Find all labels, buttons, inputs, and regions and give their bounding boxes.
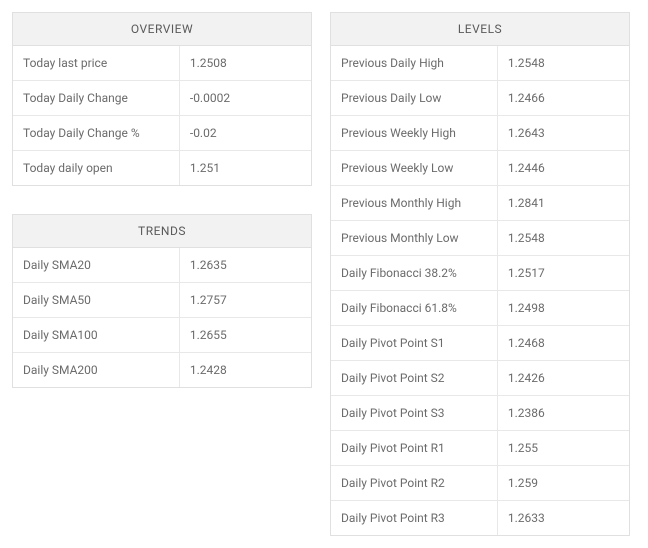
row-value: 1.2386 (498, 396, 629, 430)
row-label: Previous Weekly Low (331, 151, 498, 185)
row-label: Daily SMA50 (13, 283, 180, 317)
row-value: 1.2428 (180, 353, 311, 387)
row-value: 1.2643 (498, 116, 629, 150)
row-label: Daily Fibonacci 61.8% (331, 291, 498, 325)
table-row: Daily SMA50 1.2757 (13, 283, 311, 318)
table-row: Daily SMA200 1.2428 (13, 353, 311, 387)
row-value: 1.2841 (498, 186, 629, 220)
row-value: 1.251 (180, 151, 311, 185)
left-column: OVERVIEW Today last price 1.2508 Today D… (12, 12, 312, 388)
row-value: -0.0002 (180, 81, 311, 115)
row-label: Previous Weekly High (331, 116, 498, 150)
trends-title: TRENDS (13, 215, 311, 248)
row-label: Daily Pivot Point S3 (331, 396, 498, 430)
row-label: Previous Monthly High (331, 186, 498, 220)
row-value: 1.2548 (498, 221, 629, 255)
row-value: 1.2468 (498, 326, 629, 360)
right-column: LEVELS Previous Daily High 1.2548 Previo… (330, 12, 630, 536)
trends-panel: TRENDS Daily SMA20 1.2635 Daily SMA50 1.… (12, 214, 312, 388)
table-row: Today Daily Change % -0.02 (13, 116, 311, 151)
row-value: 1.259 (498, 466, 629, 500)
row-label: Daily Pivot Point R3 (331, 501, 498, 535)
row-label: Daily Fibonacci 38.2% (331, 256, 498, 290)
row-value: 1.2498 (498, 291, 629, 325)
row-label: Daily Pivot Point R1 (331, 431, 498, 465)
row-label: Daily Pivot Point S2 (331, 361, 498, 395)
row-label: Today Daily Change % (13, 116, 180, 150)
row-value: 1.2635 (180, 248, 311, 282)
row-label: Today last price (13, 46, 180, 80)
table-row: Daily Pivot Point R1 1.255 (331, 431, 629, 466)
table-row: Previous Weekly High 1.2643 (331, 116, 629, 151)
row-label: Daily SMA20 (13, 248, 180, 282)
row-value: 1.255 (498, 431, 629, 465)
table-row: Previous Monthly High 1.2841 (331, 186, 629, 221)
row-value: 1.2508 (180, 46, 311, 80)
row-label: Previous Daily High (331, 46, 498, 80)
row-label: Today daily open (13, 151, 180, 185)
table-row: Daily SMA100 1.2655 (13, 318, 311, 353)
row-value: 1.2426 (498, 361, 629, 395)
layout: OVERVIEW Today last price 1.2508 Today D… (12, 12, 636, 536)
row-value: 1.2757 (180, 283, 311, 317)
row-value: -0.02 (180, 116, 311, 150)
row-label: Daily SMA100 (13, 318, 180, 352)
table-row: Today last price 1.2508 (13, 46, 311, 81)
row-value: 1.2633 (498, 501, 629, 535)
table-row: Daily Fibonacci 38.2% 1.2517 (331, 256, 629, 291)
table-row: Daily SMA20 1.2635 (13, 248, 311, 283)
table-row: Previous Weekly Low 1.2446 (331, 151, 629, 186)
row-label: Daily Pivot Point R2 (331, 466, 498, 500)
table-row: Daily Pivot Point S1 1.2468 (331, 326, 629, 361)
table-row: Daily Pivot Point S2 1.2426 (331, 361, 629, 396)
table-row: Daily Pivot Point R2 1.259 (331, 466, 629, 501)
table-row: Daily Pivot Point R3 1.2633 (331, 501, 629, 535)
table-row: Previous Daily Low 1.2466 (331, 81, 629, 116)
row-value: 1.2517 (498, 256, 629, 290)
table-row: Previous Monthly Low 1.2548 (331, 221, 629, 256)
row-label: Today Daily Change (13, 81, 180, 115)
table-row: Previous Daily High 1.2548 (331, 46, 629, 81)
row-value: 1.2446 (498, 151, 629, 185)
table-row: Daily Fibonacci 61.8% 1.2498 (331, 291, 629, 326)
table-row: Daily Pivot Point S3 1.2386 (331, 396, 629, 431)
overview-title: OVERVIEW (13, 13, 311, 46)
row-label: Daily Pivot Point S1 (331, 326, 498, 360)
row-value: 1.2655 (180, 318, 311, 352)
row-value: 1.2548 (498, 46, 629, 80)
row-value: 1.2466 (498, 81, 629, 115)
table-row: Today daily open 1.251 (13, 151, 311, 185)
row-label: Previous Monthly Low (331, 221, 498, 255)
overview-panel: OVERVIEW Today last price 1.2508 Today D… (12, 12, 312, 186)
levels-title: LEVELS (331, 13, 629, 46)
table-row: Today Daily Change -0.0002 (13, 81, 311, 116)
levels-panel: LEVELS Previous Daily High 1.2548 Previo… (330, 12, 630, 536)
row-label: Previous Daily Low (331, 81, 498, 115)
row-label: Daily SMA200 (13, 353, 180, 387)
